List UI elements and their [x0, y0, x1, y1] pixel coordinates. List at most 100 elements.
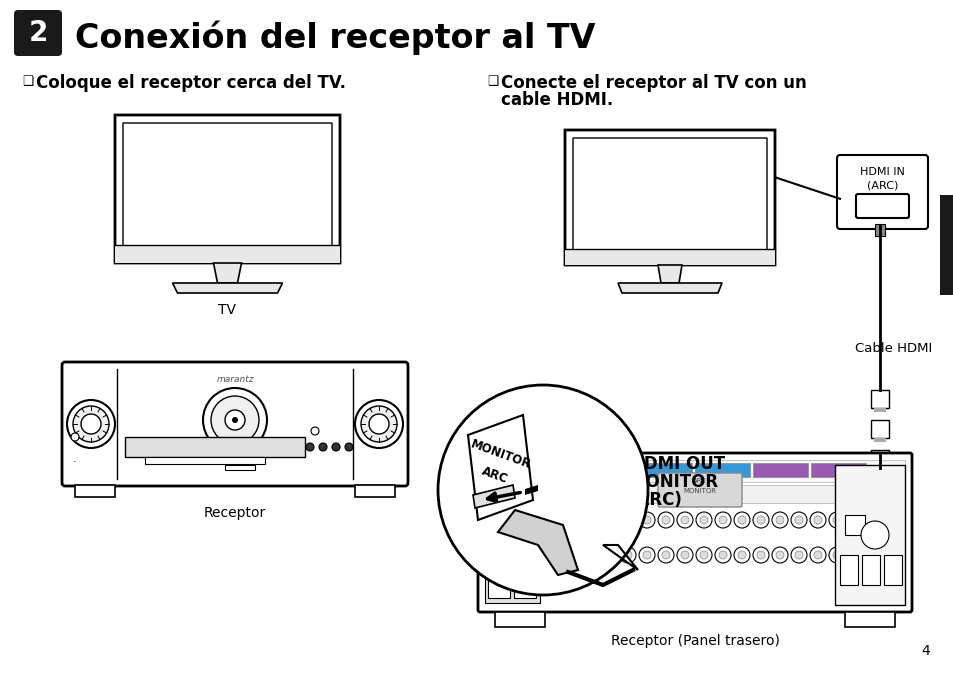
Bar: [695, 463, 749, 477]
Circle shape: [700, 551, 707, 559]
Text: Coloque el receptor cerca del TV.: Coloque el receptor cerca del TV.: [36, 74, 346, 92]
Bar: [115, 245, 339, 263]
Bar: [125, 437, 305, 457]
Bar: [873, 438, 885, 442]
Circle shape: [619, 547, 636, 563]
Text: Conexión del receptor al TV: Conexión del receptor al TV: [75, 21, 595, 55]
Circle shape: [775, 516, 783, 524]
Polygon shape: [618, 283, 721, 293]
Text: HDMI IN: HDMI IN: [860, 167, 904, 177]
Circle shape: [355, 400, 402, 448]
FancyBboxPatch shape: [573, 138, 766, 257]
Circle shape: [661, 516, 669, 524]
Circle shape: [505, 547, 521, 563]
Bar: [355, 485, 395, 497]
Circle shape: [510, 516, 517, 524]
Circle shape: [529, 551, 537, 559]
Circle shape: [566, 551, 575, 559]
Circle shape: [73, 406, 109, 442]
Bar: [834, 465, 904, 605]
FancyBboxPatch shape: [62, 362, 408, 486]
Circle shape: [562, 547, 578, 563]
Text: MONITOR: MONITOR: [469, 438, 533, 472]
Circle shape: [232, 417, 237, 423]
Circle shape: [491, 516, 498, 524]
Text: ARC: ARC: [692, 478, 706, 484]
Circle shape: [813, 551, 821, 559]
Circle shape: [600, 512, 617, 528]
Circle shape: [870, 516, 878, 524]
Text: 2: 2: [29, 19, 48, 47]
Circle shape: [719, 516, 726, 524]
Circle shape: [437, 385, 647, 595]
Text: Receptor: Receptor: [204, 506, 266, 520]
Text: marantz: marantz: [216, 374, 253, 384]
Bar: [810, 463, 865, 477]
Bar: [145, 457, 265, 464]
Bar: [594, 463, 634, 477]
Bar: [870, 390, 888, 408]
FancyBboxPatch shape: [14, 10, 62, 56]
Circle shape: [738, 516, 745, 524]
Circle shape: [332, 443, 339, 451]
Circle shape: [828, 547, 844, 563]
Circle shape: [486, 547, 502, 563]
Circle shape: [851, 516, 859, 524]
Bar: [862, 555, 879, 585]
Circle shape: [547, 516, 556, 524]
Circle shape: [696, 512, 711, 528]
FancyBboxPatch shape: [836, 155, 927, 229]
Circle shape: [642, 551, 650, 559]
Circle shape: [733, 512, 749, 528]
Circle shape: [345, 443, 353, 451]
Circle shape: [828, 512, 844, 528]
Circle shape: [757, 551, 764, 559]
Circle shape: [505, 512, 521, 528]
Circle shape: [757, 516, 764, 524]
Bar: [484, 485, 904, 503]
Circle shape: [211, 396, 258, 444]
Circle shape: [600, 547, 617, 563]
Circle shape: [752, 547, 768, 563]
Circle shape: [790, 512, 806, 528]
Circle shape: [775, 551, 783, 559]
Circle shape: [714, 547, 730, 563]
Text: (ARC): (ARC): [866, 180, 897, 190]
Circle shape: [524, 512, 540, 528]
Text: MONITOR: MONITOR: [682, 488, 716, 494]
Bar: [495, 612, 544, 627]
Circle shape: [543, 512, 559, 528]
Circle shape: [585, 516, 594, 524]
Circle shape: [832, 516, 841, 524]
Circle shape: [866, 547, 882, 563]
FancyBboxPatch shape: [658, 473, 741, 507]
Circle shape: [543, 547, 559, 563]
Circle shape: [585, 551, 594, 559]
Circle shape: [547, 551, 556, 559]
Circle shape: [866, 512, 882, 528]
Circle shape: [81, 414, 101, 434]
Circle shape: [847, 512, 863, 528]
Text: ·: ·: [73, 457, 77, 467]
Circle shape: [510, 551, 517, 559]
FancyBboxPatch shape: [939, 195, 953, 295]
Circle shape: [813, 516, 821, 524]
Bar: [551, 463, 590, 477]
Bar: [874, 224, 884, 236]
Circle shape: [771, 512, 787, 528]
Circle shape: [719, 551, 726, 559]
Bar: [75, 485, 115, 497]
Bar: [488, 578, 510, 598]
Circle shape: [639, 547, 655, 563]
Text: Conecte el receptor al TV con un: Conecte el receptor al TV con un: [500, 74, 806, 92]
Bar: [564, 249, 774, 265]
Circle shape: [225, 410, 245, 430]
Circle shape: [642, 516, 650, 524]
Text: Cable HDMI: Cable HDMI: [854, 342, 931, 355]
Bar: [844, 515, 864, 535]
Text: ❑: ❑: [22, 75, 33, 88]
Bar: [870, 420, 888, 438]
Circle shape: [677, 512, 692, 528]
Circle shape: [870, 551, 878, 559]
Circle shape: [658, 512, 673, 528]
